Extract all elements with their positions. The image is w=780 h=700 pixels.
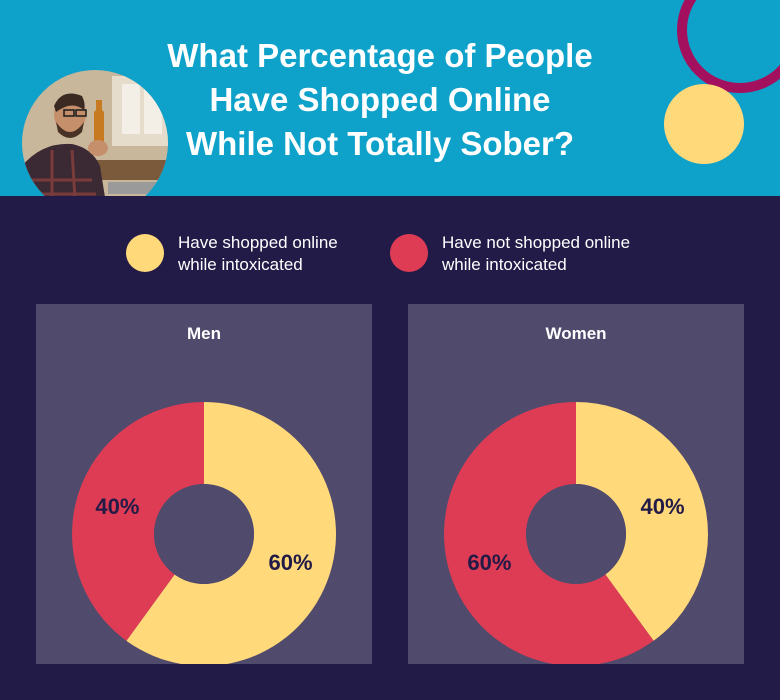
slice-label: 40% <box>641 494 685 519</box>
title-line: While Not Totally Sober? <box>185 125 575 162</box>
donut-slice <box>126 402 336 664</box>
women-donut-chart: 40% 60% <box>444 402 708 664</box>
donut-slice <box>444 402 654 664</box>
decorative-shapes <box>664 0 780 164</box>
donut-hole <box>154 484 254 584</box>
header-banner: What Percentage of People Have Shopped O… <box>0 0 780 196</box>
legend: Have shopped online while intoxicated Ha… <box>0 232 780 292</box>
legend-item-not-shopped: Have not shopped online while intoxicate… <box>390 232 642 276</box>
slice-label: 40% <box>95 494 139 519</box>
slice-label: 60% <box>269 550 313 575</box>
legend-label-not-shopped: Have not shopped online while intoxicate… <box>442 233 631 274</box>
decorative-yellow-circle <box>664 84 744 164</box>
donut-hole <box>526 484 626 584</box>
man-with-beer-photo <box>22 70 168 196</box>
legend-swatch-not-shopped <box>390 234 428 272</box>
donut-slice <box>71 402 204 641</box>
legend-swatch-shopped <box>126 234 164 272</box>
page-title: What Percentage of People Have Shopped O… <box>120 34 640 166</box>
chart-area: Have shopped online while intoxicated Ha… <box>0 196 780 700</box>
decorative-ring <box>677 0 780 93</box>
women-chart-title: Women <box>545 324 607 343</box>
slice-label: 60% <box>467 550 511 575</box>
legend-label-shopped: Have shopped online while intoxicated <box>178 233 338 274</box>
women-chart-panel: Women 40% 60% <box>408 304 744 664</box>
men-chart-panel: Men 60% 40% <box>36 304 372 664</box>
men-donut-chart: 60% 40% <box>71 402 336 664</box>
donut-slice <box>576 402 708 641</box>
title-line: Have Shopped Online <box>209 81 551 118</box>
legend-item-shopped: Have shopped online while intoxicated <box>126 232 378 276</box>
title-line: What Percentage of People <box>167 37 593 74</box>
men-chart-title: Men <box>187 324 221 343</box>
